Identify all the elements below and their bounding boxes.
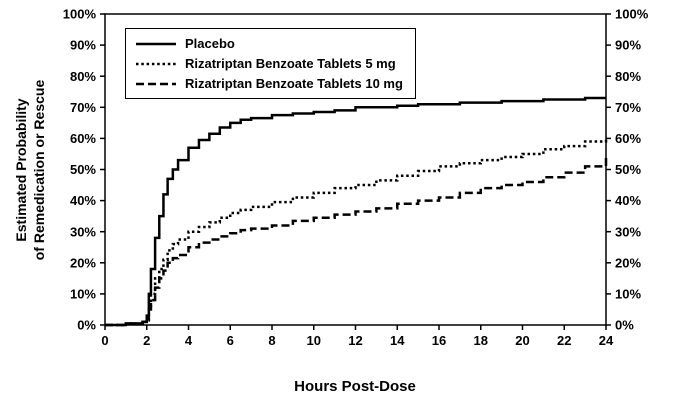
y-tick-label-right: 40%	[615, 193, 641, 208]
y-tick-label-left: 90%	[70, 38, 96, 53]
y-tick-label-right: 50%	[615, 162, 641, 177]
y-tick-label-left: 0%	[77, 318, 96, 333]
x-tick-label: 18	[474, 333, 488, 348]
y-tick-label-right: 90%	[615, 38, 641, 53]
y-tick-label-left: 100%	[63, 7, 97, 22]
y-tick-label-left: 40%	[70, 193, 96, 208]
legend-item-rizatriptan-benzoate-tablets-5-mg: Rizatriptan Benzoate Tablets 5 mg	[136, 56, 403, 71]
x-tick-label: 14	[390, 333, 405, 348]
x-tick-label: 0	[101, 333, 108, 348]
y-tick-label-left: 30%	[70, 224, 96, 239]
series-line-rizatriptan-benzoate-tablets-10-mg	[105, 155, 608, 327]
legend-label-rizatriptan-benzoate-tablets-5-mg: Rizatriptan Benzoate Tablets 5 mg	[185, 56, 396, 71]
y-tick-label-right: 70%	[615, 100, 641, 115]
y-tick-label-left: 70%	[70, 100, 96, 115]
x-tick-label: 6	[227, 333, 234, 348]
legend-item-placebo: Placebo	[136, 36, 403, 51]
x-tick-label: 16	[432, 333, 446, 348]
series-line-rizatriptan-benzoate-tablets-5-mg	[105, 136, 608, 327]
legend-line-sample-solid	[136, 42, 176, 45]
x-tick-label: 8	[268, 333, 275, 348]
x-tick-label: 22	[557, 333, 571, 348]
legend-label-rizatriptan-benzoate-tablets-10-mg: Rizatriptan Benzoate Tablets 10 mg	[185, 76, 403, 91]
x-tick-label: 10	[307, 333, 321, 348]
y-tick-label-right: 60%	[615, 131, 641, 146]
x-tick-label: 24	[599, 333, 614, 348]
legend-item-rizatriptan-benzoate-tablets-10-mg: Rizatriptan Benzoate Tablets 10 mg	[136, 76, 403, 91]
legend-line-sample-dashed	[136, 82, 176, 85]
y-tick-label-right: 80%	[615, 69, 641, 84]
y-tick-label-left: 20%	[70, 255, 96, 270]
y-tick-label-right: 100%	[615, 7, 649, 22]
y-tick-label-right: 20%	[615, 255, 641, 270]
x-axis-title: Hours Post-Dose	[294, 378, 416, 395]
y-axis-title: Estimated Probability of Remedication or…	[12, 79, 47, 261]
legend-label-placebo: Placebo	[185, 36, 235, 51]
x-tick-label: 20	[515, 333, 529, 348]
y-tick-label-right: 30%	[615, 224, 641, 239]
legend-line-sample-dotted	[136, 62, 176, 65]
y-tick-label-left: 80%	[70, 69, 96, 84]
y-tick-label-right: 0%	[615, 318, 634, 333]
x-tick-label: 2	[143, 333, 150, 348]
y-tick-label-left: 10%	[70, 286, 96, 301]
x-tick-label: 4	[185, 333, 193, 348]
series-line-placebo	[105, 96, 606, 327]
y-tick-label-left: 60%	[70, 131, 96, 146]
y-tick-label-right: 10%	[615, 286, 641, 301]
legend: Placebo Rizatriptan Benzoate Tablets 5 mg…	[125, 28, 416, 99]
y-tick-label-left: 50%	[70, 162, 96, 177]
x-tick-label: 12	[348, 333, 362, 348]
